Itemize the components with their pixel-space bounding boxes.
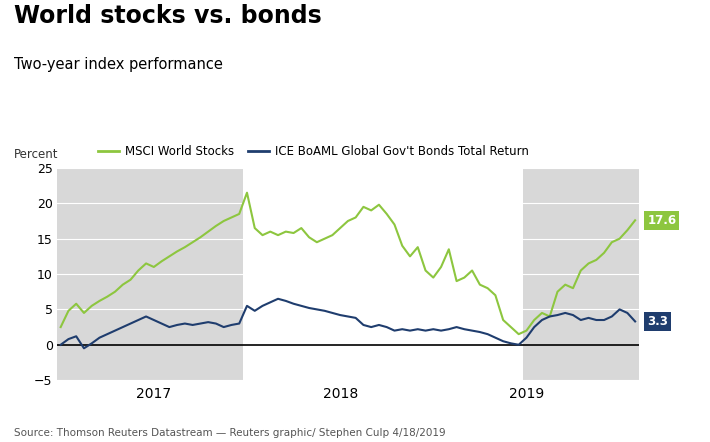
Bar — [523, 168, 639, 380]
Text: World stocks vs. bonds: World stocks vs. bonds — [14, 4, 322, 28]
Bar — [57, 168, 243, 380]
Text: 17.6: 17.6 — [648, 214, 677, 227]
Bar — [243, 168, 523, 380]
Text: 3.3: 3.3 — [648, 315, 668, 328]
Text: Two-year index performance: Two-year index performance — [14, 57, 223, 72]
Text: Source: Thomson Reuters Datastream — Reuters graphic/ Stephen Culp 4/18/2019: Source: Thomson Reuters Datastream — Reu… — [14, 427, 446, 438]
Text: Percent: Percent — [14, 149, 59, 161]
Legend: MSCI World Stocks, ICE BoAML Global Gov't Bonds Total Return: MSCI World Stocks, ICE BoAML Global Gov'… — [98, 145, 529, 158]
